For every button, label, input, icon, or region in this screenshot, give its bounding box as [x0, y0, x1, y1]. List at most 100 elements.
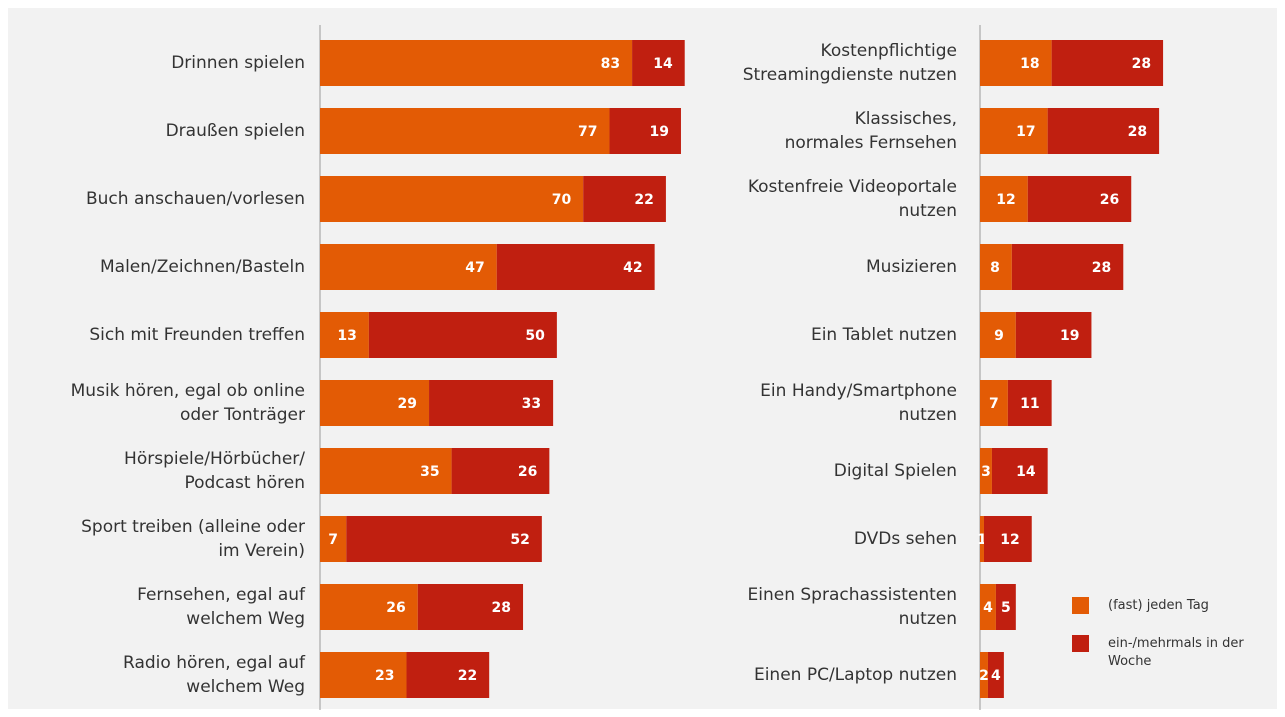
bar-segment	[320, 40, 633, 86]
bar-segment	[320, 516, 347, 562]
bar-segment	[496, 244, 655, 290]
value-label: 26	[518, 464, 537, 480]
bar-segment	[980, 244, 1012, 290]
value-label: 1	[977, 532, 987, 548]
bar-segment	[980, 380, 1008, 426]
legend-label: ein-/mehrmals in der Woche	[1108, 636, 1244, 669]
value-label: 50	[525, 328, 545, 344]
legend-swatch	[1072, 597, 1089, 614]
bar-segment	[320, 584, 418, 630]
value-label: 26	[386, 600, 405, 616]
bar-segment	[980, 516, 984, 562]
value-label: 47	[465, 260, 484, 276]
category-label: Einen PC/Laptop nutzen	[754, 665, 957, 685]
bar-segment	[429, 380, 554, 426]
bar-segment	[632, 40, 685, 86]
value-label: 14	[1016, 464, 1036, 480]
bar-segment	[320, 652, 407, 698]
bar-segment	[980, 652, 988, 698]
value-label: 18	[1020, 56, 1039, 72]
bar-segment	[451, 448, 550, 494]
value-label: 5	[1001, 600, 1011, 616]
category-label: Fernsehen, egal auf welchem Weg	[137, 585, 306, 629]
value-label: 7	[989, 396, 999, 412]
category-label: Klassisches, normales Fernsehen	[785, 109, 957, 153]
category-label: Digital Spielen	[834, 461, 957, 481]
category-label: Ein Handy/Smartphone nutzen	[760, 381, 957, 425]
category-label: Hörspiele/Hörbücher/Podcast hören	[124, 449, 305, 493]
bar-segment	[980, 108, 1048, 154]
value-label: 28	[492, 600, 511, 616]
value-label: 28	[1092, 260, 1111, 276]
category-label: DVDs sehen	[854, 529, 957, 549]
value-label: 26	[1100, 192, 1119, 208]
bar-segment	[320, 380, 430, 426]
value-label: 19	[649, 124, 668, 140]
bar-segment	[1007, 380, 1052, 426]
bar-segment	[991, 448, 1048, 494]
category-label: Sich mit Freunden treffen	[89, 325, 305, 345]
value-label: 29	[398, 396, 417, 412]
category-label: Sport treiben (alleine oder im Verein)	[81, 517, 305, 561]
bar-segment	[1051, 40, 1164, 86]
bar-segment	[583, 176, 666, 222]
category-label: Malen/Zeichnen/Basteln	[100, 257, 305, 277]
bar-segment	[1015, 312, 1092, 358]
value-label: 28	[1128, 124, 1147, 140]
value-label: 9	[994, 328, 1004, 344]
bar-segment	[983, 516, 1032, 562]
bar-segment	[980, 312, 1016, 358]
bar-segment	[609, 108, 681, 154]
category-label: Kostenfreie Videoportale nutzen	[748, 177, 957, 221]
value-label: 22	[634, 192, 653, 208]
value-label: 77	[578, 124, 597, 140]
value-label: 70	[552, 192, 572, 208]
value-label: 12	[996, 192, 1015, 208]
value-label: 33	[522, 396, 541, 412]
value-label: 14	[653, 56, 673, 72]
bar-segment	[980, 40, 1052, 86]
bar-segment	[406, 652, 490, 698]
value-label: 17	[1016, 124, 1035, 140]
category-label: Drinnen spielen	[171, 53, 305, 73]
value-label: 52	[510, 532, 529, 548]
category-label: Musik hören, egal ob online oder Tonträge…	[71, 381, 305, 425]
value-label: 3	[981, 464, 991, 480]
bar-segment	[995, 584, 1016, 630]
category-label: Ein Tablet nutzen	[811, 325, 957, 345]
value-label: 83	[601, 56, 620, 72]
bar-segment	[417, 584, 524, 630]
value-label: 12	[1000, 532, 1019, 548]
category-label: Musizieren	[866, 257, 957, 277]
bar-segment	[1047, 108, 1160, 154]
bar-segment	[346, 516, 542, 562]
bar-segment	[320, 448, 452, 494]
bar-segment	[1027, 176, 1132, 222]
value-label: 11	[1020, 396, 1039, 412]
value-label: 13	[337, 328, 356, 344]
bar-segment	[320, 312, 369, 358]
category-label: Draußen spielen	[166, 121, 305, 141]
bar-segment	[980, 176, 1028, 222]
value-label: 23	[375, 668, 394, 684]
value-label: 4	[983, 600, 993, 616]
bar-segment	[320, 108, 610, 154]
bar-segment	[368, 312, 557, 358]
value-label: 22	[458, 668, 477, 684]
bar-segment	[987, 652, 1004, 698]
bar-segment	[320, 176, 584, 222]
value-label: 19	[1060, 328, 1079, 344]
bar-segment	[1011, 244, 1124, 290]
value-label: 28	[1132, 56, 1151, 72]
value-label: 42	[623, 260, 642, 276]
value-label: 7	[328, 532, 338, 548]
value-label: 35	[420, 464, 439, 480]
bar-segment	[320, 244, 497, 290]
bar-segment	[980, 448, 992, 494]
value-label: 8	[990, 260, 1000, 276]
category-label: Kostenpflichtige Streamingdienste nutzen	[743, 41, 957, 85]
category-label: Einen Sprachassistenten nutzen	[748, 585, 958, 629]
bar-segment	[980, 584, 996, 630]
value-label: 2	[979, 668, 989, 684]
